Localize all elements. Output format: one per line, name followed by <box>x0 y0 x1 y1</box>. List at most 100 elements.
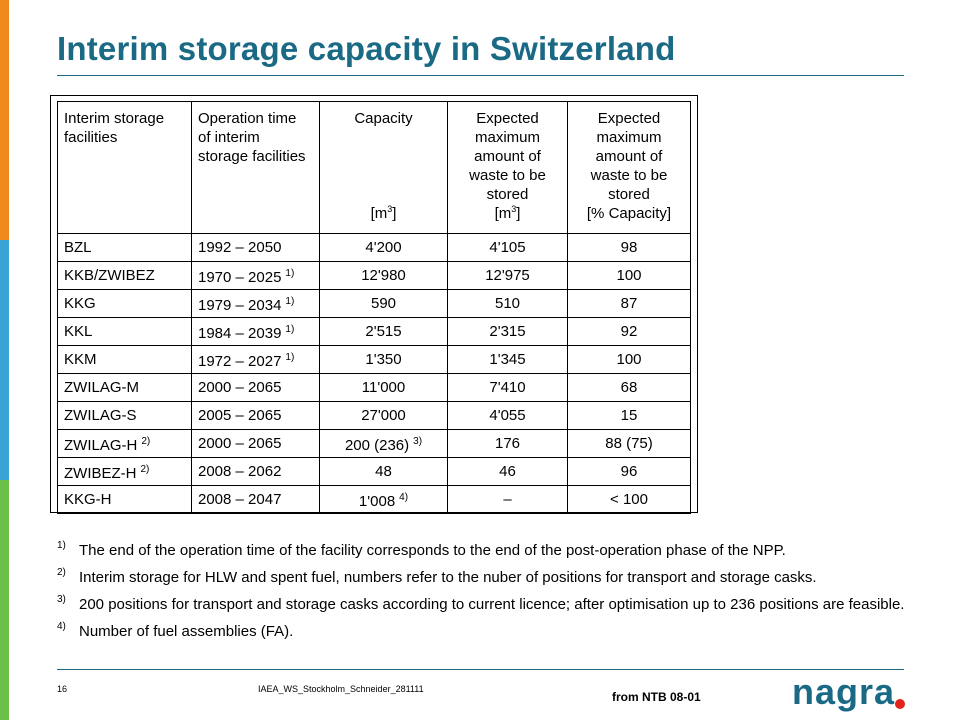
cell-max-amount: 4'105 <box>447 233 568 262</box>
logo-wordmark: nagra <box>792 671 896 712</box>
cell-max-amount: 4'055 <box>447 401 568 430</box>
cell-facility-value: ZWILAG-H <box>64 437 138 454</box>
cell-max-amount-value: 510 <box>494 295 521 312</box>
cell-pct-capacity-value: 96 <box>620 463 638 480</box>
table-header-row: Interim storage facilities Operation tim… <box>57 101 691 234</box>
header-pct-amount-label: Expected maximum amount of waste to be s… <box>590 110 668 203</box>
table-row: ZWILAG-H 2) 2000 – 2065 200 (236) 3) 176 88 (7… <box>57 429 691 458</box>
cell-capacity: 590 <box>319 289 448 318</box>
cell-operation-value: 2008 – 2062 <box>198 463 282 480</box>
footnote-mark: 3) <box>57 594 66 605</box>
cell-capacity-value: 11'000 <box>361 379 406 396</box>
table-body: BZL 1992 – 2050 4'200 4'105 98 KKB/ZWIBEZ 1970… <box>57 233 691 514</box>
footnotes: 1) The end of the operation time of the f… <box>57 540 917 649</box>
cell-operation: 1972 – 2027 1) <box>191 345 320 374</box>
page-title: Interim storage capacity in Switzerland <box>57 30 676 67</box>
table-row: KKL 1984 – 2039 1) 2'515 2'315 92 <box>57 317 691 346</box>
cell-pct-capacity: 15 <box>567 401 691 430</box>
footnote-mark: 1) <box>57 540 66 551</box>
cell-operation-value: 2008 – 2047 <box>198 491 282 508</box>
cell-max-amount: – <box>447 485 568 514</box>
cell-pct-capacity: 96 <box>567 457 691 486</box>
cell-operation-value: 1984 – 2039 <box>198 325 282 342</box>
cell-pct-capacity-value: 87 <box>620 295 638 312</box>
cell-operation-value: 1979 – 2034 <box>198 297 282 314</box>
footnote-ref: 1) <box>285 324 295 335</box>
cell-capacity-value: 2'515 <box>365 323 402 340</box>
cell-capacity: 1'008 4) <box>319 485 448 514</box>
footnote-ref: 2) <box>140 464 150 475</box>
cell-max-amount: 7'410 <box>447 373 568 402</box>
cell-operation: 1984 – 2039 1) <box>191 317 320 346</box>
header-facility-label: Interim storage facilities <box>64 110 165 146</box>
cell-capacity: 2'515 <box>319 317 448 346</box>
footnote-ref: 1) <box>285 268 295 279</box>
cell-operation: 1979 – 2034 1) <box>191 289 320 318</box>
cell-facility-value: ZWIBEZ-H <box>64 465 137 482</box>
cell-capacity-value: 48 <box>375 463 392 480</box>
cell-operation-value: 1992 – 2050 <box>198 239 282 256</box>
cell-max-amount-value: 176 <box>494 435 521 452</box>
cell-operation: 2005 – 2065 <box>191 401 320 430</box>
table-row: KKG-H 2008 – 2047 1'008 4) – < 100 <box>57 485 691 514</box>
cell-capacity: 4'200 <box>319 233 448 262</box>
cell-facility: KKM <box>57 345 192 374</box>
cell-max-amount: 46 <box>447 457 568 486</box>
cell-max-amount-value: 4'055 <box>489 407 526 424</box>
cell-facility-value: BZL <box>64 239 92 256</box>
footnote-ref: 1) <box>285 352 295 363</box>
cell-capacity-value: 1'350 <box>365 351 402 368</box>
cell-pct-capacity: 87 <box>567 289 691 318</box>
cell-facility-value: ZWILAG-S <box>64 407 137 424</box>
cell-capacity: 27'000 <box>319 401 448 430</box>
cell-operation: 1970 – 2025 1) <box>191 261 320 290</box>
cell-capacity-value: 1'008 <box>358 493 396 510</box>
cell-max-amount: 2'315 <box>447 317 568 346</box>
cell-facility-value: KKG <box>64 295 96 312</box>
header-operation-label: Operation time of interim storage facili… <box>198 110 306 165</box>
cell-capacity-value: 12'980 <box>361 267 406 284</box>
cell-pct-capacity-value: 92 <box>620 323 638 340</box>
footnote-item: 2) Interim storage for HLW and spent fuel… <box>57 567 917 595</box>
header-capacity-unit: [m3] <box>326 204 441 223</box>
max-unit-pre: [m <box>494 205 512 222</box>
table-row: KKB/ZWIBEZ 1970 – 2025 1) 12'980 12'975 100 <box>57 261 691 290</box>
cell-pct-capacity-value: 98 <box>620 239 638 256</box>
brand-bar-green <box>0 480 9 720</box>
cell-facility: ZWIBEZ-H 2) <box>57 457 192 486</box>
footnote-ref: 3) <box>413 436 423 447</box>
footnote-text: Number of fuel assemblies (FA). <box>79 623 294 640</box>
cell-pct-capacity: < 100 <box>567 485 691 514</box>
cell-max-amount: 1'345 <box>447 345 568 374</box>
table-row: ZWIBEZ-H 2) 2008 – 2062 48 46 96 <box>57 457 691 486</box>
header-facility: Interim storage facilities <box>57 101 192 234</box>
cell-facility: ZWILAG-M <box>57 373 192 402</box>
cell-max-amount: 176 <box>447 429 568 458</box>
header-capacity: Capacity [m3] <box>319 101 448 234</box>
cell-facility: KKL <box>57 317 192 346</box>
cell-capacity: 48 <box>319 457 448 486</box>
cell-pct-capacity: 100 <box>567 261 691 290</box>
cell-capacity: 11'000 <box>319 373 448 402</box>
cell-operation-value: 2000 – 2065 <box>198 435 282 452</box>
footnote-mark: 4) <box>57 621 66 632</box>
cell-max-amount-value: 46 <box>499 463 516 480</box>
cell-pct-capacity: 92 <box>567 317 691 346</box>
cell-capacity-value: 27'000 <box>361 407 406 424</box>
cell-operation: 1992 – 2050 <box>191 233 320 262</box>
nagra-logo: nagra <box>792 671 905 712</box>
cell-max-amount: 510 <box>447 289 568 318</box>
brand-bar-blue <box>0 240 9 480</box>
cell-capacity: 12'980 <box>319 261 448 290</box>
cell-max-amount-value: 12'975 <box>485 267 530 284</box>
document-id: IAEA_WS_Stockholm_Schneider_281111 <box>258 684 424 694</box>
table-row: KKG 1979 – 2034 1) 590 510 87 <box>57 289 691 318</box>
cell-facility-value: KKG-H <box>64 491 112 508</box>
cell-max-amount-value: 1'345 <box>489 351 526 368</box>
cell-operation: 2008 – 2062 <box>191 457 320 486</box>
cell-pct-capacity-value: 100 <box>616 351 642 368</box>
footnote-ref: 4) <box>399 492 409 503</box>
cell-facility-value: KKM <box>64 351 97 368</box>
brand-bar-orange <box>0 0 9 240</box>
cell-facility: KKB/ZWIBEZ <box>57 261 192 290</box>
